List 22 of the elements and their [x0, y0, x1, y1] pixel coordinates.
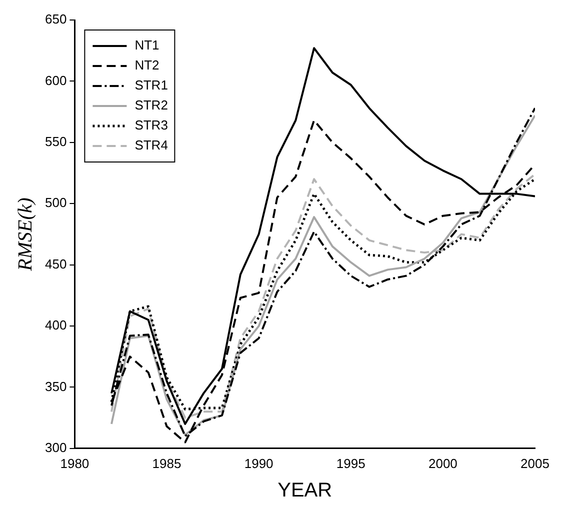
x-tick-label: 1985: [152, 456, 182, 471]
y-tick-label: 400: [44, 318, 67, 333]
y-axis-title: RMSE(k): [14, 197, 36, 272]
y-tick-label: 450: [44, 256, 67, 272]
legend-label: STR2: [134, 98, 168, 113]
x-axis-title: YEAR: [278, 480, 332, 502]
x-tick-label: 1995: [336, 456, 366, 471]
legend-label: NT2: [134, 58, 160, 73]
legend-label: STR4: [134, 138, 168, 153]
y-tick-label: 550: [44, 134, 67, 149]
y-tick-label: 600: [44, 72, 67, 88]
y-tick-label: 300: [44, 440, 67, 455]
x-tick-label: 1980: [60, 456, 90, 471]
y-tick-label: 350: [44, 378, 67, 394]
legend-label: STR1: [134, 78, 168, 93]
y-tick-label: 650: [44, 12, 67, 27]
y-tick-label: 500: [44, 195, 67, 210]
x-tick-label: 1990: [244, 456, 274, 471]
x-tick-label: 2000: [428, 456, 458, 471]
legend-label: NT1: [134, 38, 160, 53]
x-tick-label: 2005: [520, 456, 550, 471]
legend-label: STR3: [134, 118, 168, 133]
